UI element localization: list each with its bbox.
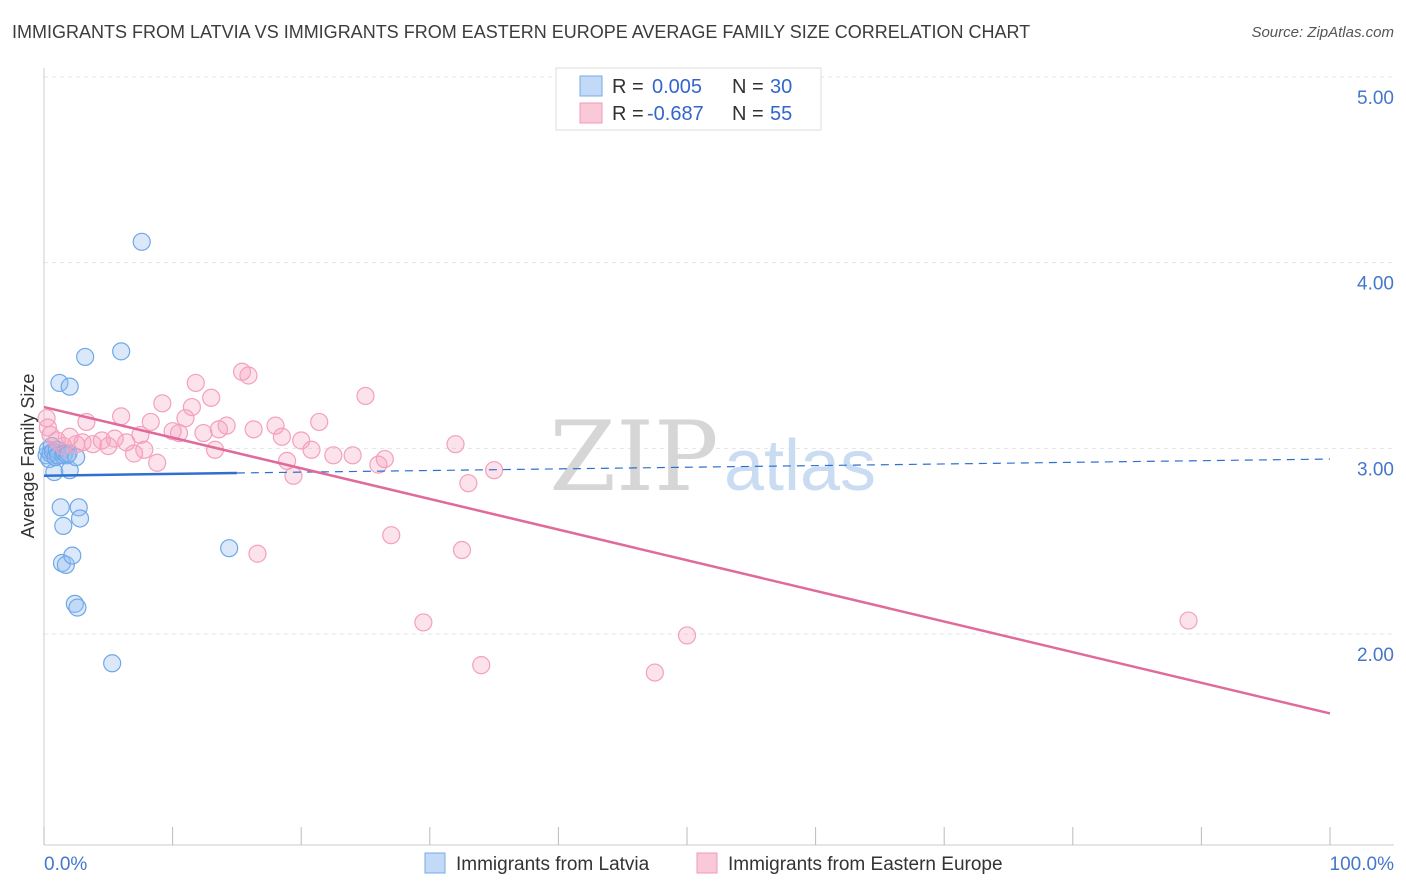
point-eastern-europe — [124, 444, 144, 463]
point-eastern-europe — [382, 526, 401, 545]
point-eastern-europe — [202, 388, 221, 407]
watermark: ZIP atlas — [549, 401, 876, 513]
point-eastern-europe — [186, 373, 205, 393]
point-latvia — [76, 347, 95, 367]
legend-box: R = 0.005 N = 30 R = -0.687 N = 55 — [555, 67, 822, 131]
point-latvia — [112, 342, 131, 361]
y-tick-label: 5.00 — [1357, 88, 1394, 109]
trendline-eastern-europe — [43, 405, 1331, 715]
bottom-legend-label-latvia: Immigrants from Latvia — [456, 854, 650, 875]
point-eastern-europe — [302, 440, 321, 459]
point-eastern-europe — [272, 427, 292, 446]
point-eastern-europe — [1179, 611, 1198, 630]
point-eastern-europe — [310, 412, 329, 432]
point-latvia — [54, 516, 73, 535]
point-latvia — [50, 373, 69, 393]
point-latvia — [51, 498, 70, 517]
chart-title: IMMIGRANTS FROM LATVIA VS IMMIGRANTS FRO… — [12, 22, 1031, 42]
point-eastern-europe — [284, 466, 303, 485]
point-eastern-europe — [446, 435, 465, 454]
point-eastern-europe — [148, 453, 167, 472]
point-eastern-europe — [452, 540, 472, 560]
point-eastern-europe — [37, 409, 56, 428]
y-axis-title: Average Family Size — [18, 374, 38, 539]
y-tick-label: 2.00 — [1357, 645, 1394, 666]
y-tick-label: 3.00 — [1357, 459, 1394, 480]
point-latvia — [103, 654, 122, 673]
watermark-zip: ZIP — [549, 401, 718, 513]
point-eastern-europe — [324, 446, 343, 465]
x-tick-label-min: 0.0% — [44, 854, 87, 875]
legend-swatch-eastern-europe — [579, 102, 603, 124]
point-eastern-europe — [356, 386, 375, 406]
point-eastern-europe — [217, 416, 236, 435]
point-eastern-europe — [194, 423, 213, 443]
point-eastern-europe — [248, 544, 267, 563]
point-eastern-europe — [153, 394, 172, 413]
trendline-latvia — [43, 471, 237, 478]
point-latvia — [132, 232, 151, 251]
series-latvia — [37, 232, 239, 673]
legend-n-label: N = — [732, 76, 764, 98]
point-eastern-europe — [677, 626, 697, 645]
point-latvia — [60, 377, 79, 396]
point-eastern-europe — [343, 446, 362, 465]
point-eastern-europe — [38, 418, 57, 437]
point-latvia — [63, 546, 82, 565]
series-eastern-europe — [37, 362, 1198, 682]
bottom-legend-swatch-eastern-europe — [696, 852, 718, 874]
point-eastern-europe — [244, 420, 263, 439]
bottom-legend: Immigrants from Latvia Immigrants from E… — [424, 852, 1003, 875]
point-eastern-europe — [645, 663, 664, 682]
y-tick-labels: 2.00 3.00 4.00 5.00 — [1357, 88, 1394, 666]
point-latvia — [56, 555, 75, 574]
bottom-legend-swatch-latvia — [424, 852, 446, 874]
point-eastern-europe — [414, 613, 433, 632]
point-eastern-europe — [239, 366, 258, 385]
point-eastern-europe — [83, 435, 102, 454]
trendlines — [43, 405, 1331, 715]
legend-r-value: -0.687 — [647, 103, 704, 125]
axes — [43, 68, 1394, 846]
legend-n-value: 55 — [770, 103, 792, 125]
point-eastern-europe — [459, 474, 478, 493]
legend-swatch-latvia — [579, 75, 603, 97]
bottom-legend-label-eastern-europe: Immigrants from Eastern Europe — [728, 854, 1003, 875]
point-eastern-europe — [135, 440, 154, 459]
legend-r-label: R = — [612, 103, 644, 125]
gridlines — [44, 76, 1394, 635]
legend-r-label: R = — [612, 76, 644, 98]
legend-n-label: N = — [732, 103, 764, 125]
point-eastern-europe — [472, 656, 491, 675]
point-eastern-europe — [292, 431, 311, 450]
point-eastern-europe — [141, 412, 160, 432]
point-eastern-europe — [182, 397, 201, 417]
legend-n-value: 30 — [770, 76, 792, 98]
point-eastern-europe — [112, 407, 131, 426]
point-latvia — [70, 509, 90, 528]
legend-r-value: 0.005 — [652, 76, 702, 98]
chart-source: Source: ZipAtlas.com — [1251, 24, 1394, 41]
point-eastern-europe — [375, 449, 394, 469]
point-latvia — [68, 598, 87, 617]
x-tick-label-max: 100.0% — [1330, 854, 1395, 875]
trendline-latvia-extension — [236, 458, 1331, 474]
point-eastern-europe — [99, 436, 118, 456]
y-tick-label: 4.00 — [1357, 274, 1394, 295]
point-eastern-europe — [105, 429, 124, 448]
point-eastern-europe — [266, 416, 285, 435]
point-latvia — [220, 539, 239, 558]
point-eastern-europe — [176, 409, 195, 428]
